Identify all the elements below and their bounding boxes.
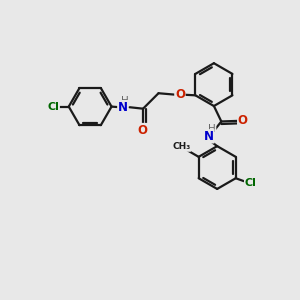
Text: N: N: [204, 130, 214, 143]
Text: N: N: [118, 101, 128, 114]
Text: O: O: [175, 88, 185, 101]
Text: O: O: [238, 114, 248, 128]
Text: H: H: [208, 124, 216, 134]
Text: Cl: Cl: [47, 102, 59, 112]
Text: CH₃: CH₃: [172, 142, 190, 151]
Text: H: H: [122, 96, 129, 106]
Text: Cl: Cl: [244, 178, 256, 188]
Text: O: O: [137, 124, 148, 136]
